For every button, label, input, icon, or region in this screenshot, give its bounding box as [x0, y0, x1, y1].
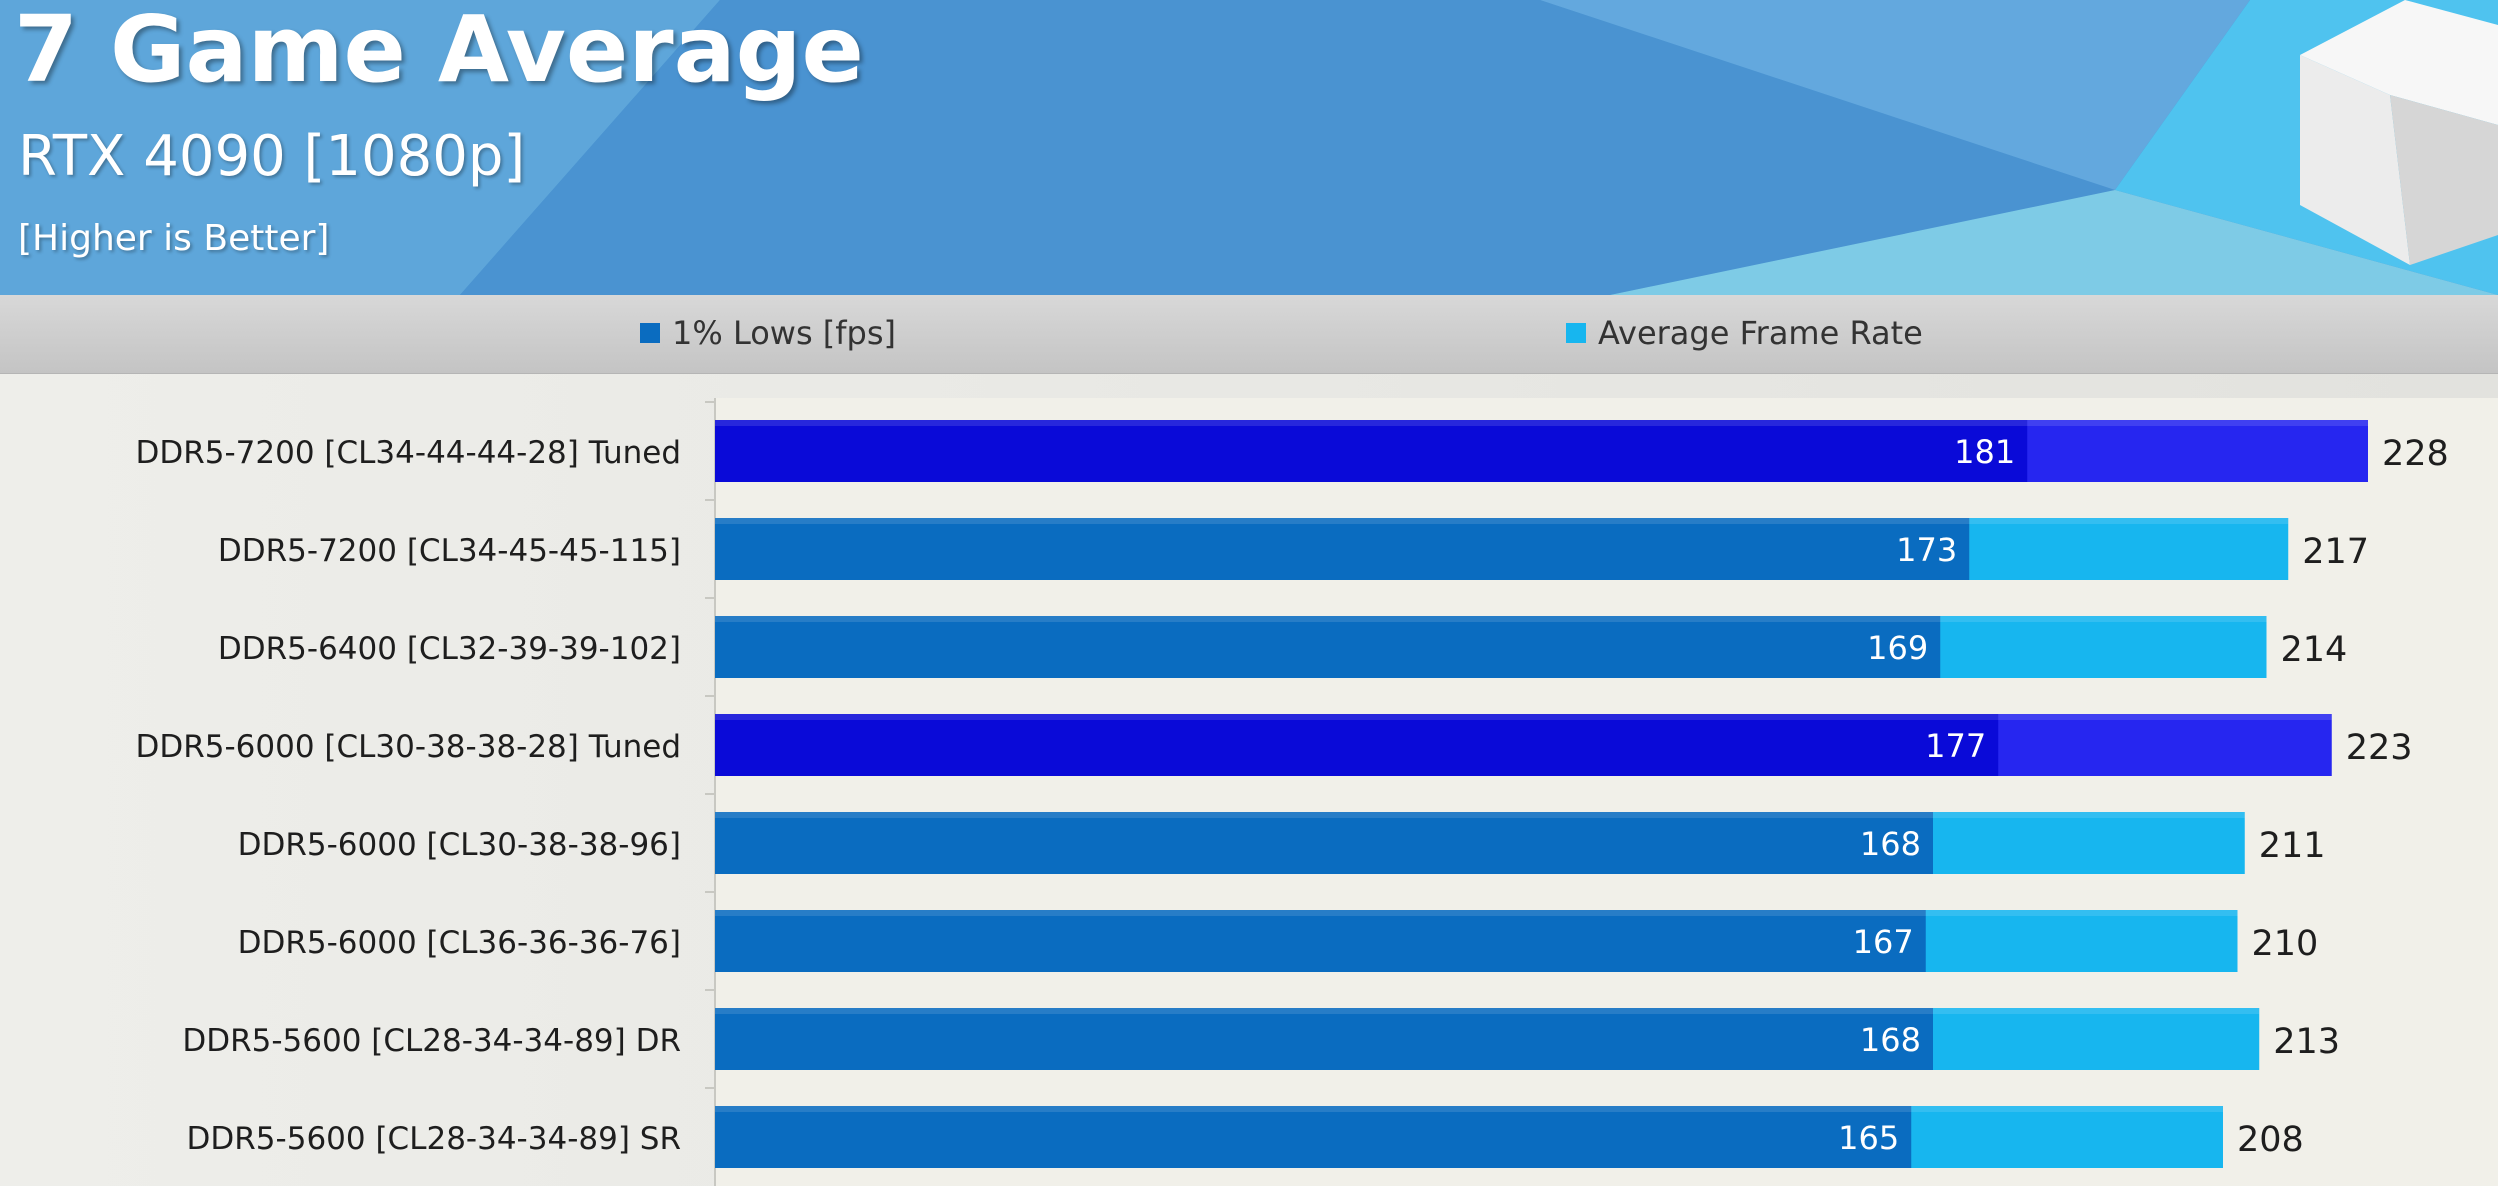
category-label: DDR5-6000 [CL36-36-36-76]	[238, 925, 681, 961]
data-label-lows: 177	[1925, 727, 1986, 765]
legend: 1% Lows [fps] Average Frame Rate	[0, 295, 2498, 374]
bar-sheen	[715, 910, 2238, 916]
data-label-average: 208	[2237, 1120, 2304, 1160]
legend-swatch-lows	[640, 323, 660, 343]
legend-swatch-average	[1566, 323, 1586, 343]
category-label: DDR5-6400 [CL32-39-39-102]	[218, 631, 681, 667]
data-label-lows: 173	[1896, 531, 1957, 569]
data-label-average: 228	[2382, 434, 2449, 474]
bar-lows	[715, 1008, 1933, 1070]
header-background	[0, 0, 2498, 295]
data-label-lows: 169	[1867, 629, 1928, 667]
category-label: DDR5-5600 [CL28-34-34-89] SR	[187, 1121, 681, 1157]
bar-sheen	[715, 420, 2368, 426]
legend-item-lows: 1% Lows [fps]	[640, 313, 896, 353]
bar-lows	[715, 910, 1926, 972]
data-label-average: 223	[2346, 728, 2413, 768]
chart-note: [Higher is Better]	[18, 218, 330, 259]
legend-item-average: Average Frame Rate	[1566, 313, 1923, 353]
category-label: DDR5-7200 [CL34-44-44-28] Tuned	[135, 435, 681, 471]
data-label-average: 217	[2302, 532, 2369, 572]
data-label-lows: 167	[1853, 923, 1914, 961]
data-label-average: 211	[2259, 826, 2326, 866]
bar-sheen	[715, 1106, 2223, 1112]
data-label-lows: 165	[1838, 1119, 1899, 1157]
category-label: DDR5-6000 [CL30-38-38-96]	[238, 827, 681, 863]
bar-sheen	[715, 714, 2332, 720]
bar-lows	[715, 518, 1970, 580]
chart-header: 7 Game Average RTX 4090 [1080p] [Higher …	[0, 0, 2498, 295]
data-label-lows: 181	[1954, 433, 2015, 471]
data-label-average: 210	[2252, 924, 2319, 964]
category-label: DDR5-5600 [CL28-34-34-89] DR	[182, 1023, 681, 1059]
bar-sheen	[715, 616, 2267, 622]
data-label-average: 214	[2281, 630, 2348, 670]
bar-sheen	[715, 812, 2245, 818]
chart-title: 7 Game Average	[14, 0, 864, 103]
category-label: DDR5-7200 [CL34-45-45-115]	[218, 533, 681, 569]
bar-sheen	[715, 1008, 2260, 1014]
bar-lows	[715, 812, 1933, 874]
category-label: DDR5-6000 [CL30-38-38-28] Tuned	[135, 729, 681, 765]
bar-lows	[715, 420, 2028, 482]
legend-label-lows: 1% Lows [fps]	[672, 314, 897, 352]
chart-subtitle: RTX 4090 [1080p]	[18, 124, 526, 189]
bar-lows	[715, 1106, 1912, 1168]
bar-lows	[715, 616, 1941, 678]
cube-logo	[2300, 0, 2498, 265]
bar-sheen	[715, 518, 2289, 524]
data-label-lows: 168	[1860, 825, 1921, 863]
data-label-average: 213	[2273, 1022, 2340, 1062]
legend-label-average: Average Frame Rate	[1598, 314, 1923, 352]
data-label-lows: 168	[1860, 1021, 1921, 1059]
bar-lows	[715, 714, 1999, 776]
